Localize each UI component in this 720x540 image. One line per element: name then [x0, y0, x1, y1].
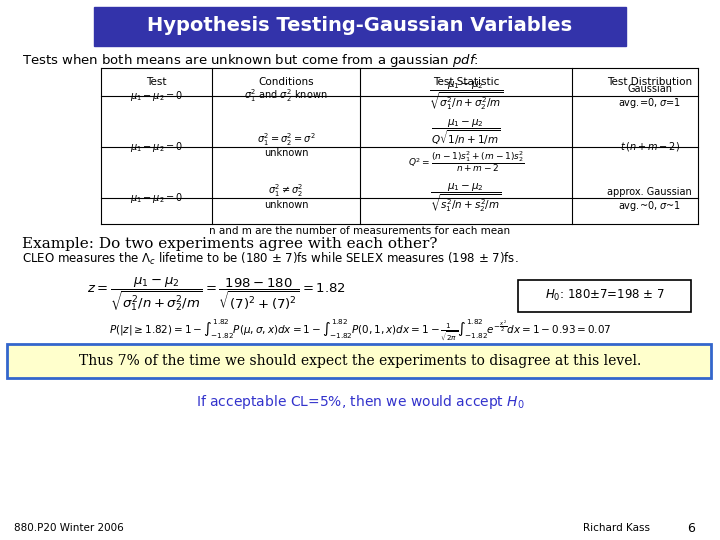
Text: $\sigma_1^2 = \sigma_2^2 = \sigma^2$: $\sigma_1^2 = \sigma_2^2 = \sigma^2$ [257, 131, 315, 148]
Text: $Q^2 = \dfrac{(n-1)s_1^2+(m-1)s_2^2}{n+m-2}$: $Q^2 = \dfrac{(n-1)s_1^2+(m-1)s_2^2}{n+m… [408, 150, 525, 174]
Text: Test: Test [146, 77, 167, 86]
Text: $\sigma_1^2$ and $\sigma_2^2$ known: $\sigma_1^2$ and $\sigma_2^2$ known [245, 87, 328, 104]
Text: 880.P20 Winter 2006: 880.P20 Winter 2006 [14, 523, 124, 533]
Text: $\dfrac{\mu_1 - \mu_2}{\sqrt{\sigma_1^2/n + \sigma_2^2/m}}$: $\dfrac{\mu_1 - \mu_2}{\sqrt{\sigma_1^2/… [429, 79, 503, 112]
Text: approx. Gaussian: approx. Gaussian [608, 187, 692, 197]
Text: Thus 7% of the time we should expect the experiments to disagree at this level.: Thus 7% of the time we should expect the… [79, 354, 641, 368]
Text: If acceptable CL=5%, then we would accept $H_0$: If acceptable CL=5%, then we would accep… [196, 393, 524, 411]
Text: Hypothesis Testing-Gaussian Variables: Hypothesis Testing-Gaussian Variables [148, 16, 572, 36]
Text: $t\,(n+m-2)$: $t\,(n+m-2)$ [620, 140, 680, 153]
Text: $\mu_1 - \mu_2 = 0$: $\mu_1 - \mu_2 = 0$ [130, 89, 183, 103]
Text: Test Distribution: Test Distribution [607, 77, 693, 86]
Text: $P(|z| \geq 1.82) = 1 - \int_{-1.82}^{1.82} P(\mu,\sigma,x)dx = 1 - \int_{-1.82}: $P(|z| \geq 1.82) = 1 - \int_{-1.82}^{1.… [109, 318, 611, 343]
Text: avg.=0, $\sigma$=1: avg.=0, $\sigma$=1 [618, 96, 681, 110]
Text: $\mu_1 - \mu_2=0$: $\mu_1 - \mu_2=0$ [130, 191, 183, 205]
Text: $\dfrac{\mu_1 - \mu_2}{\sqrt{s_1^2/n + s_2^2/m}}$: $\dfrac{\mu_1 - \mu_2}{\sqrt{s_1^2/n + s… [431, 182, 502, 214]
Text: 6: 6 [688, 522, 696, 535]
Text: $H_0$: 180$\pm$7=198 $\pm$ 7: $H_0$: 180$\pm$7=198 $\pm$ 7 [545, 288, 665, 303]
Bar [7, 344, 711, 378]
Text: Conditions: Conditions [258, 77, 314, 86]
Text: Test Statistic: Test Statistic [433, 77, 500, 86]
Text: $\sigma_1^2 \neq \sigma_2^2$: $\sigma_1^2 \neq \sigma_2^2$ [269, 182, 304, 199]
Text: n and m are the number of measurements for each mean: n and m are the number of measurements f… [210, 226, 510, 236]
Bar [94, 7, 626, 46]
Text: Gaussian: Gaussian [627, 84, 672, 94]
Text: $\mu_1 - \mu_2=0$: $\mu_1 - \mu_2=0$ [130, 140, 183, 154]
Text: $\dfrac{\mu_1 - \mu_2}{Q\sqrt{1/n+1/m}}$: $\dfrac{\mu_1 - \mu_2}{Q\sqrt{1/n+1/m}}$ [431, 117, 501, 147]
Text: CLEO measures the $\Lambda_c$ lifetime to be (180 $\pm$ 7)fs while SELEX measure: CLEO measures the $\Lambda_c$ lifetime t… [22, 251, 518, 267]
Bar [518, 280, 691, 312]
Text: $z = \dfrac{\mu_1 - \mu_2}{\sqrt{\sigma_1^2/n + \sigma_2^2/m}} = \dfrac{198-180}: $z = \dfrac{\mu_1 - \mu_2}{\sqrt{\sigma_… [86, 275, 346, 313]
Text: Tests when both means are unknown but come from a gaussian $pdf$:: Tests when both means are unknown but co… [22, 52, 479, 69]
Text: Richard Kass: Richard Kass [583, 523, 650, 533]
Text: Example: Do two experiments agree with each other?: Example: Do two experiments agree with e… [22, 237, 437, 251]
Text: avg.~0, $\sigma$~1: avg.~0, $\sigma$~1 [618, 199, 681, 213]
Text: unknown: unknown [264, 148, 308, 158]
Text: unknown: unknown [264, 200, 308, 210]
